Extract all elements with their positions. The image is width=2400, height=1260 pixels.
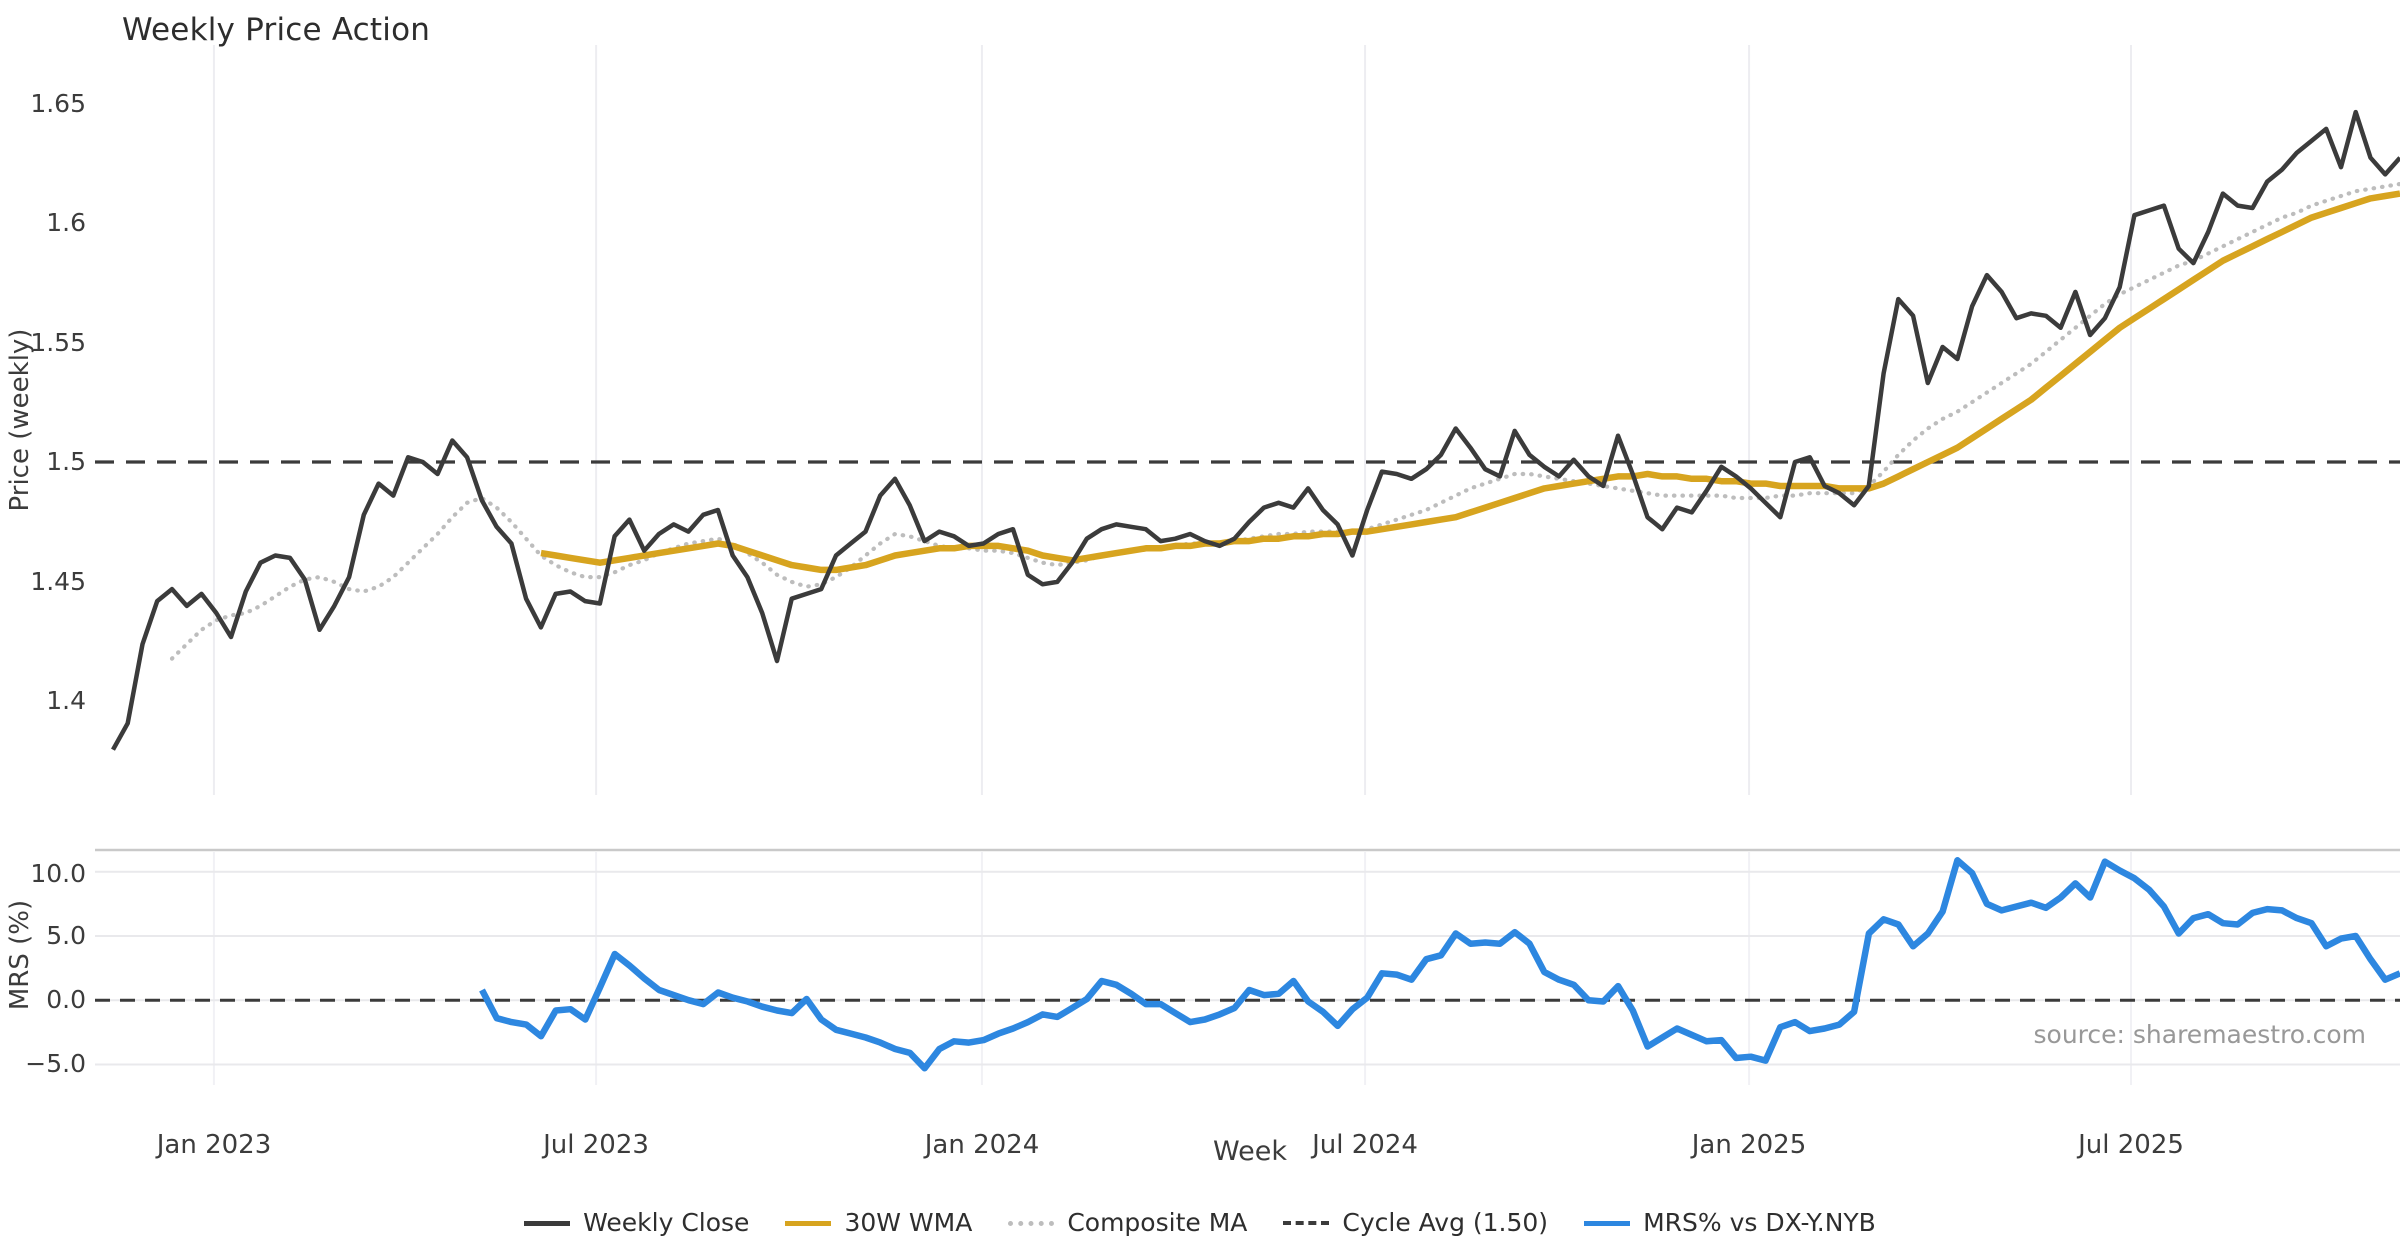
xtick: Jan 2025 [1691,1130,1807,1160]
legend-line-swatch [1008,1220,1055,1226]
price-ytick: 1.4 [46,686,86,715]
legend-item-30w-wma: 30W WMA [785,1208,972,1238]
xtick: Jul 2025 [2078,1130,2184,1160]
x-axis-label: Week [1213,1136,1287,1167]
price-ytick: 1.5 [46,447,86,476]
price-ytick: 1.55 [30,328,86,357]
price-ytick: 1.65 [30,89,86,118]
price-ytick: 1.6 [46,208,86,237]
series-composite-ma [169,181,2400,661]
legend-label: Weekly Close [583,1208,750,1237]
series-mrs-vs-dx-y-nyb [479,857,2400,1072]
mrs-y-axis-label: MRS (%) [5,899,35,1011]
legend-line-swatch [785,1220,832,1226]
mrs-ytick: 10.0 [30,859,86,888]
legend-line-swatch [1584,1220,1631,1226]
xtick: Jan 2023 [156,1130,272,1160]
legend-item-cycle-avg: Cycle Avg (1.50) [1283,1208,1548,1238]
xtick: Jul 2024 [1312,1130,1418,1160]
legend-label: MRS% vs DX-Y.NYB [1643,1208,1876,1237]
legend-item-weekly-close: Weekly Close [524,1208,749,1238]
mrs-ytick: 0.0 [46,985,86,1014]
series-weekly-close [111,109,2400,751]
mrs-ytick: 5.0 [46,921,86,950]
legend-label: 30W WMA [844,1208,973,1237]
page-title: Weekly Price Action [122,12,431,48]
legend-item-composite-ma: Composite MA [1008,1208,1247,1238]
legend: Weekly Close 30W WMA Composite MA Cycle … [0,1208,2400,1238]
source-note: source: sharemaestro.com [2033,1020,2367,1049]
mrs-ytick: −5.0 [25,1049,86,1078]
legend-line-swatch [1283,1221,1330,1225]
legend-line-swatch [524,1220,571,1226]
legend-label: Composite MA [1067,1208,1248,1237]
legend-label: Cycle Avg (1.50) [1342,1208,1549,1237]
series-30w-wma [540,190,2400,574]
price-ytick: 1.45 [30,567,86,596]
xtick: Jan 2024 [924,1130,1040,1160]
price-y-axis-label: Price (weekly) [5,328,35,512]
xtick: Jul 2023 [543,1130,649,1160]
legend-item-mrs: MRS% vs DX-Y.NYB [1584,1208,1876,1238]
